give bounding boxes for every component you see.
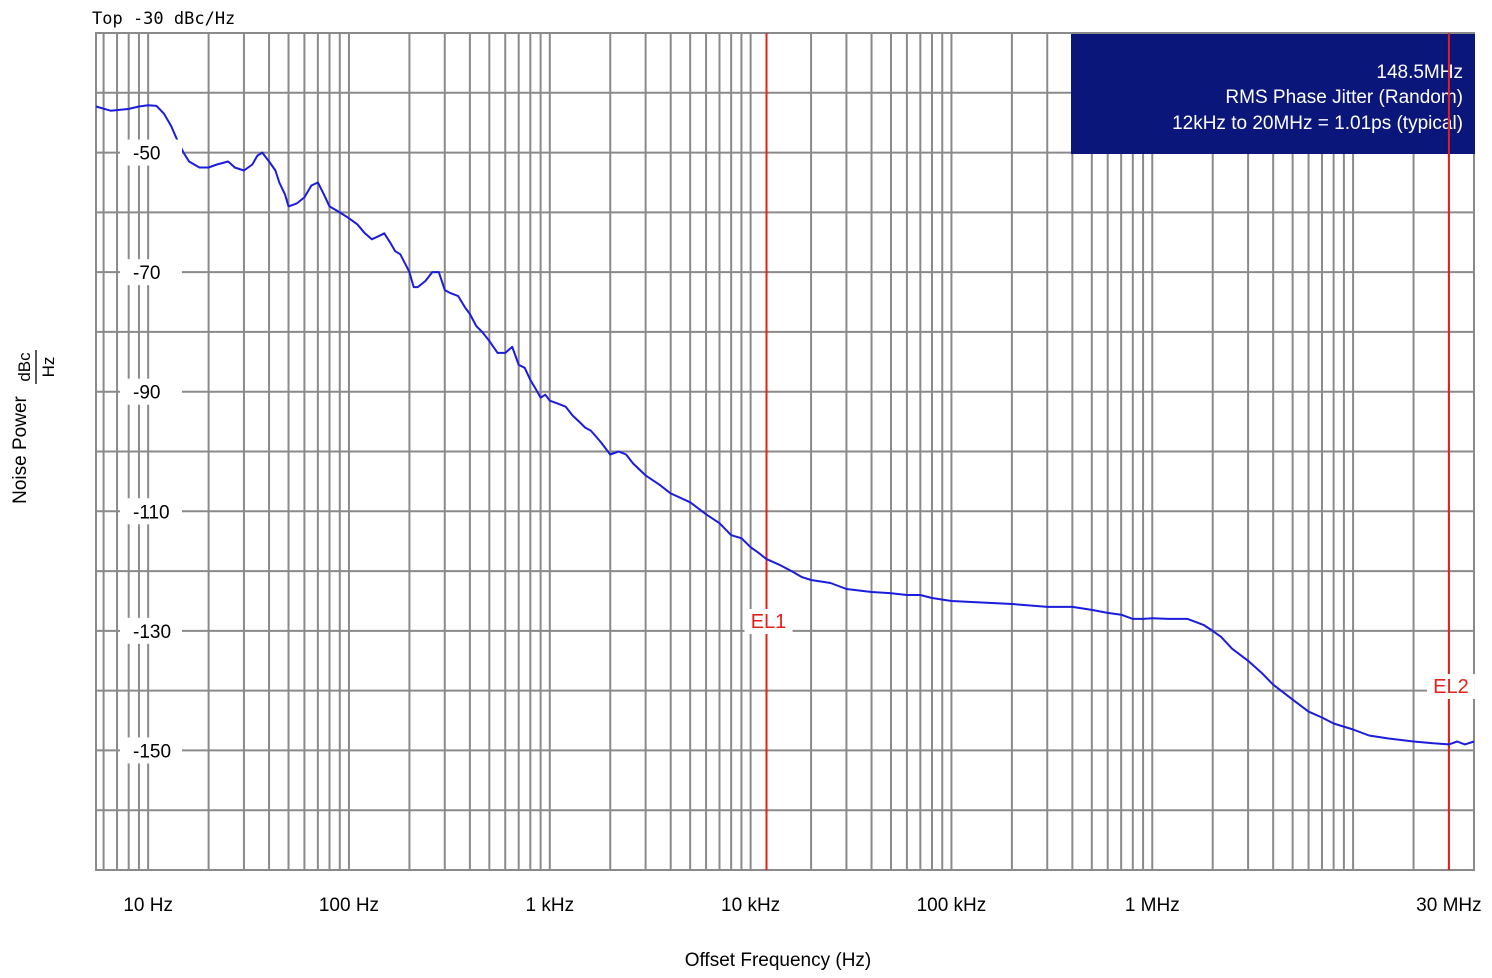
y-axis-ticks: -50 -70 -90 -110 -130 -150 [120, 139, 182, 764]
marker-label-bg-el2 [1426, 674, 1475, 699]
marker-labels: EL1 EL2 [744, 609, 1475, 699]
marker-lines [765, 33, 1450, 870]
y-tick-label: -110 [133, 502, 170, 523]
y-axis-title: Noise Power dBc Hz [10, 350, 58, 504]
y-tick-label-bg [120, 139, 182, 166]
plot-frame [95, 32, 1475, 871]
x-tick-label: 30 MHz [1416, 895, 1481, 916]
noise-trace [95, 104, 1475, 746]
reference-level-label: Top -30 dBc/Hz [92, 9, 235, 29]
marker-label-el1: EL1 [751, 611, 787, 633]
y-axis-title-text: Noise Power [10, 395, 31, 503]
annotation-measurement: RMS Phase Jitter (Random) [1225, 87, 1463, 108]
y-tick-label-bg [120, 617, 182, 644]
y-tick-label: -50 [133, 144, 160, 165]
y-tick-label: -70 [133, 263, 160, 284]
noise-trace-line [95, 104, 1475, 746]
x-axis-ticks: 10 Hz 100 Hz 1 kHz 10 kHz 100 kHz 1 MHz 30 MHz [123, 895, 1481, 916]
y-axis-unit-numerator: dBc [15, 352, 34, 382]
x-tick-label: 10 kHz [721, 895, 780, 916]
y-tick-label: -90 [133, 383, 160, 404]
y-tick-label-bg [120, 498, 182, 525]
y-tick-label: -130 [133, 622, 171, 643]
marker-label-el2: EL2 [1433, 676, 1469, 698]
x-tick-label: 100 kHz [917, 895, 987, 916]
annotation-background [1071, 34, 1475, 154]
marker-label-bg-el1 [744, 609, 793, 634]
annotation-box: 148.5MHz RMS Phase Jitter (Random) 12kHz… [1071, 34, 1475, 154]
y-tick-label-bg [120, 259, 182, 286]
x-tick-label: 100 Hz [319, 895, 379, 916]
y-tick-label-bg [120, 378, 182, 405]
x-tick-label: 10 Hz [123, 895, 173, 916]
y-tick-label-bg [120, 737, 182, 764]
x-tick-label: 1 kHz [526, 895, 575, 916]
y-tick-label: -150 [133, 741, 171, 762]
annotation-jitter-value: 12kHz to 20MHz = 1.01ps (typical) [1172, 113, 1463, 134]
annotation-frequency: 148.5MHz [1376, 62, 1463, 83]
y-axis-unit-denominator: Hz [39, 357, 58, 378]
x-axis-title: Offset Frequency (Hz) [685, 950, 872, 971]
grid-major [96, 32, 1474, 871]
x-tick-label: 1 MHz [1125, 895, 1180, 916]
